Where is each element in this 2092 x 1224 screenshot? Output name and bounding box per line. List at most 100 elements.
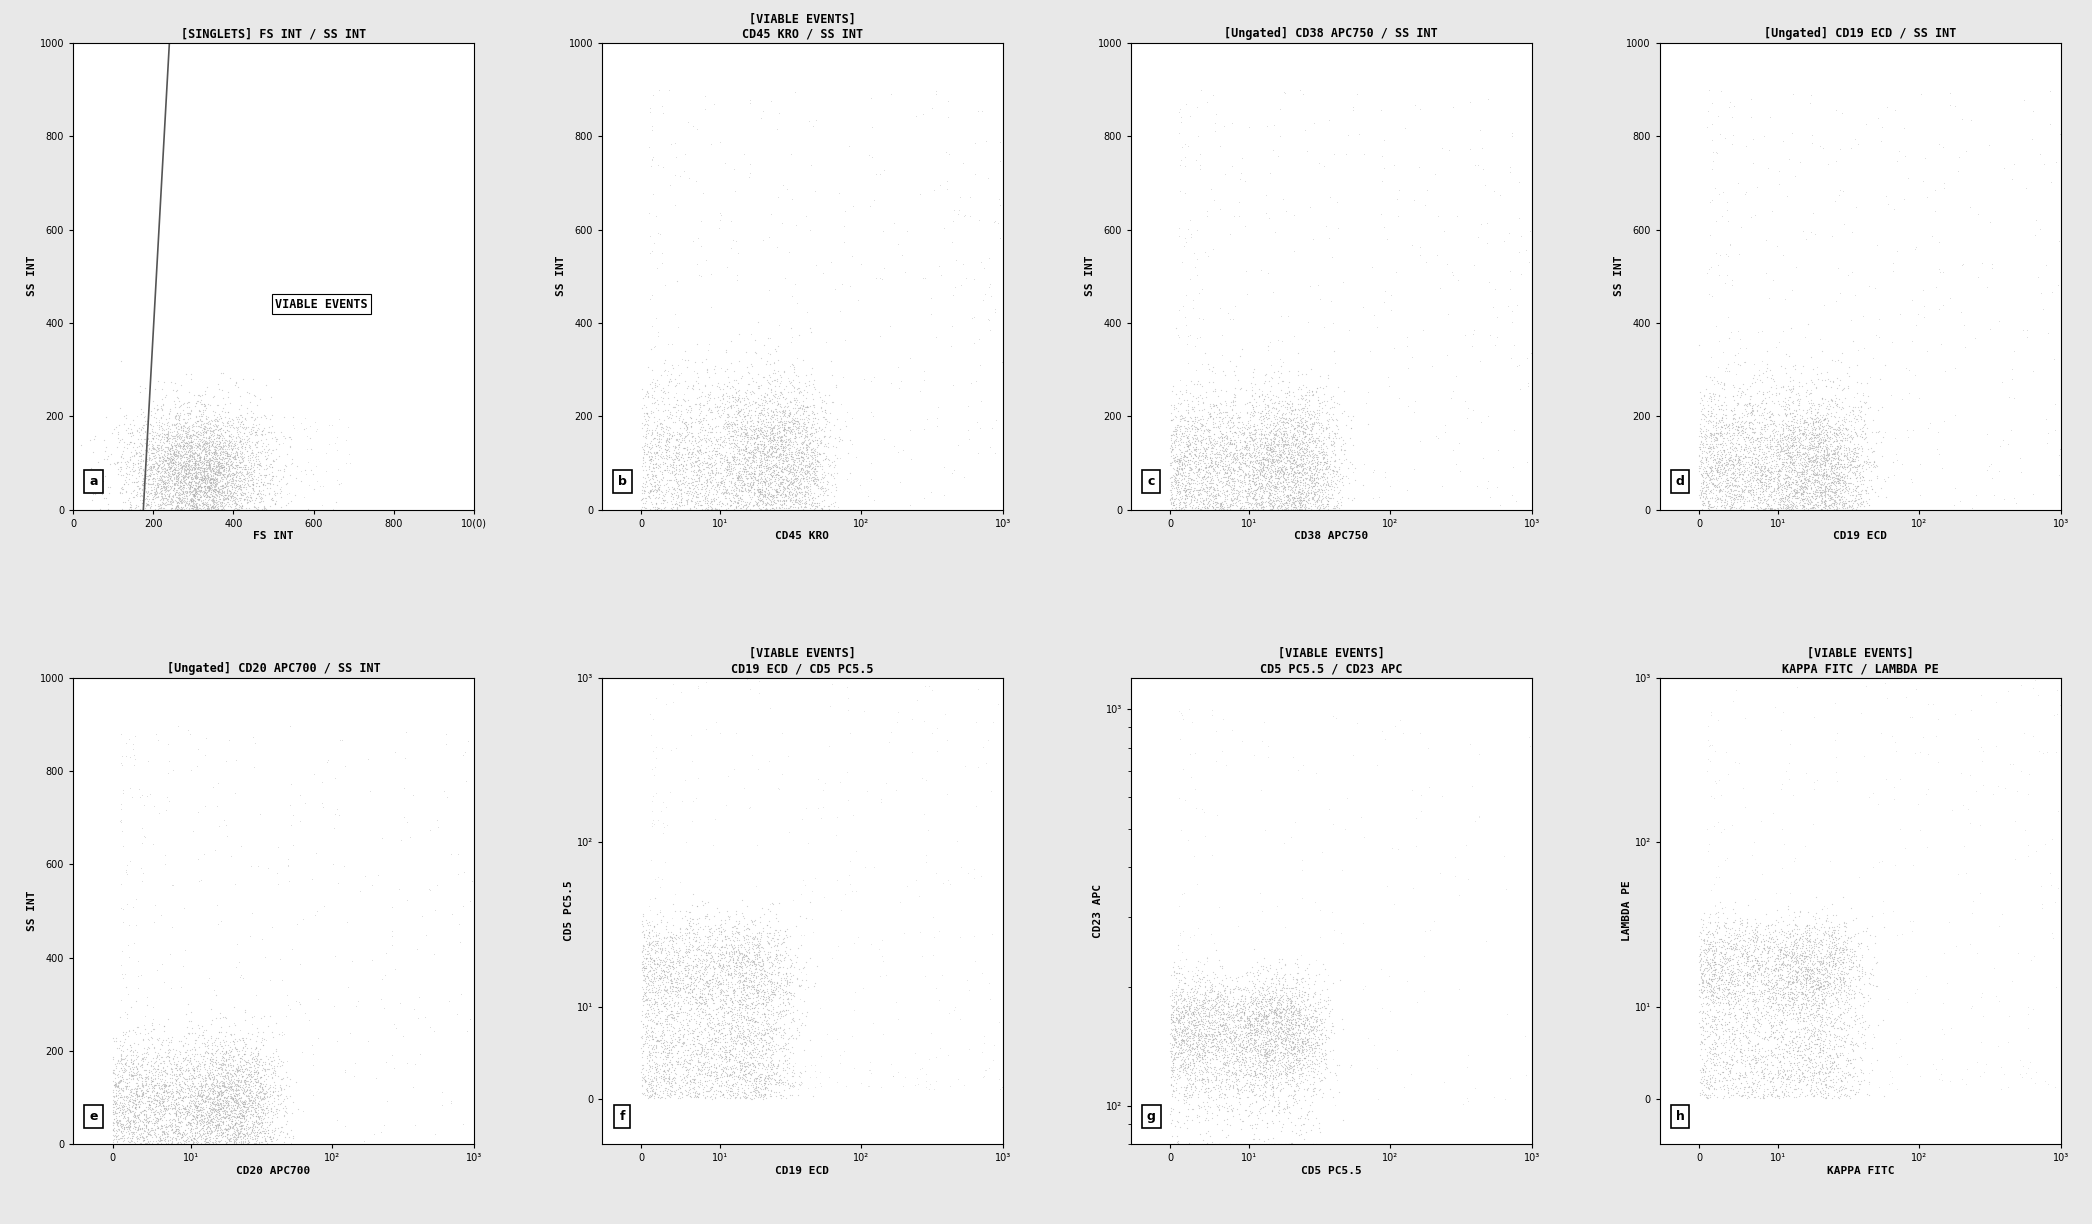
Point	[1161, 1047, 1195, 1066]
Point	[1259, 488, 1293, 508]
Point	[1155, 1042, 1188, 1061]
Point	[1822, 411, 1856, 431]
Point	[759, 482, 793, 502]
Point	[1209, 1021, 1243, 1040]
Point	[1234, 1015, 1268, 1034]
Point	[1163, 989, 1197, 1009]
Point	[1753, 1027, 1787, 1047]
Point	[1713, 472, 1747, 492]
Point	[1692, 1076, 1726, 1095]
Point	[1793, 433, 1826, 453]
Point	[1272, 438, 1305, 458]
Point	[165, 457, 199, 476]
Point	[766, 951, 799, 971]
Point	[220, 493, 253, 513]
Point	[1180, 1015, 1213, 1034]
Point	[1205, 1038, 1238, 1058]
Point	[1688, 939, 1722, 958]
Point	[651, 457, 684, 476]
Point	[738, 1026, 772, 1045]
Point	[1812, 1045, 1845, 1065]
Point	[1703, 124, 1736, 143]
Point	[247, 1029, 280, 1049]
Point	[801, 428, 835, 448]
Point	[140, 485, 174, 504]
Point	[1241, 1055, 1274, 1075]
Point	[201, 1091, 234, 1110]
Point	[1215, 1044, 1249, 1064]
Point	[222, 1097, 255, 1116]
Point	[1686, 983, 1720, 1002]
Point	[205, 496, 238, 515]
Point	[1331, 415, 1364, 435]
Point	[1295, 1084, 1328, 1104]
Point	[730, 463, 764, 482]
Point	[734, 455, 768, 475]
Point	[741, 1077, 774, 1097]
Point	[142, 496, 176, 515]
Point	[1797, 918, 1830, 938]
Point	[1868, 470, 1902, 490]
Point	[1730, 962, 1764, 982]
Point	[1784, 477, 1818, 497]
Point	[768, 995, 801, 1015]
Point	[1950, 1060, 1983, 1080]
Point	[1707, 1000, 1741, 1020]
Point	[1243, 454, 1276, 474]
Point	[705, 359, 738, 378]
Point	[1791, 426, 1824, 446]
Point	[1195, 474, 1228, 493]
Point	[703, 436, 736, 455]
Point	[1728, 476, 1761, 496]
Point	[1308, 1050, 1341, 1070]
Point	[1697, 406, 1730, 426]
Point	[1743, 953, 1776, 973]
Point	[724, 1023, 757, 1043]
Point	[1211, 466, 1245, 486]
Point	[159, 441, 192, 460]
Point	[132, 465, 165, 485]
Point	[1282, 361, 1316, 381]
Point	[1703, 931, 1736, 951]
Point	[661, 424, 695, 443]
Point	[1243, 474, 1276, 493]
Point	[1268, 424, 1301, 443]
Point	[134, 498, 167, 518]
Point	[1705, 898, 1738, 918]
Point	[1228, 1002, 1261, 1022]
Point	[1282, 1066, 1316, 1086]
Point	[1709, 953, 1743, 973]
Point	[1301, 453, 1335, 472]
Point	[736, 966, 770, 985]
Point	[1169, 1034, 1203, 1054]
Point	[136, 1071, 169, 1091]
Point	[653, 1013, 686, 1033]
Point	[768, 437, 801, 457]
Point	[766, 421, 799, 441]
Point	[632, 1076, 665, 1095]
Point	[1287, 422, 1320, 442]
Point	[1736, 972, 1770, 991]
Point	[1724, 217, 1757, 236]
Point	[1245, 1033, 1278, 1053]
Point	[222, 468, 255, 487]
Point	[1684, 936, 1718, 956]
Point	[644, 253, 678, 273]
Point	[176, 490, 209, 509]
Point	[117, 1110, 151, 1130]
Point	[770, 432, 803, 452]
Point	[1747, 455, 1780, 475]
Point	[1157, 399, 1190, 419]
Point	[1295, 499, 1328, 519]
Point	[1276, 1020, 1310, 1039]
Point	[738, 1043, 772, 1062]
Point	[1155, 468, 1188, 487]
Point	[1755, 420, 1789, 439]
Point	[1805, 939, 1839, 958]
Point	[1795, 1064, 1828, 1083]
Point	[793, 435, 826, 454]
Point	[195, 1092, 228, 1111]
Point	[1711, 979, 1745, 999]
Point	[667, 431, 701, 450]
Point	[1701, 492, 1734, 512]
